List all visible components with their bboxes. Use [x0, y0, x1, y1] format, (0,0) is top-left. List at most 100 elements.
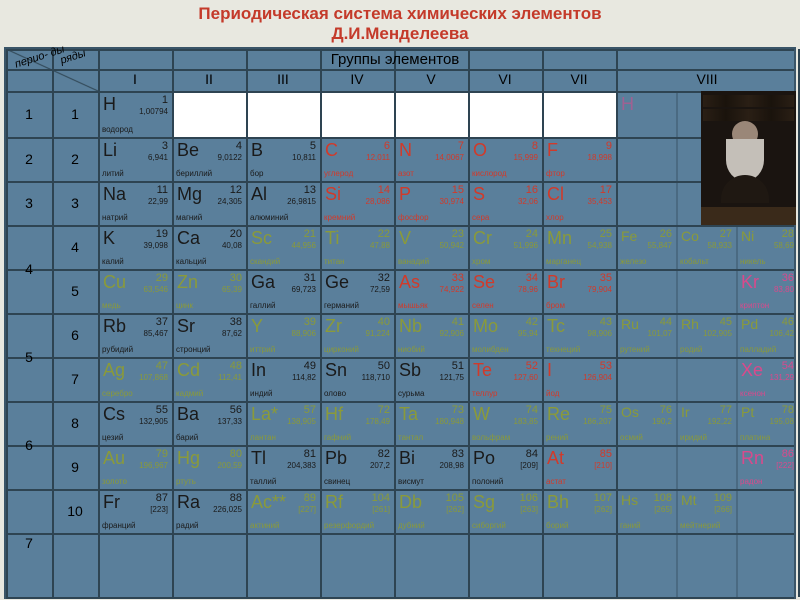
- element-symbol: At: [547, 449, 564, 467]
- element-symbol: Cl: [547, 185, 564, 203]
- element-symbol: Ti: [325, 229, 339, 247]
- element-mass: 112,41: [218, 374, 242, 382]
- element-symbol: Ta: [399, 405, 418, 423]
- element-name: водород: [102, 126, 133, 134]
- element-cell: C 6 12,011 углерод: [321, 138, 393, 180]
- element-number: 3: [162, 141, 168, 152]
- element-mass: 28,086: [366, 198, 390, 206]
- element-symbol: Te: [473, 361, 492, 379]
- element-number: 39: [304, 317, 316, 328]
- element-number: 13: [304, 185, 316, 196]
- element-mass: 1,00794: [139, 108, 168, 116]
- element-name: алюминий: [250, 214, 288, 222]
- element-symbol: Rb: [103, 317, 126, 335]
- element-cell: Kr 36 83,80 криптон: [737, 270, 797, 312]
- element-cell: Bh 107 [262] борий: [543, 490, 615, 532]
- element-symbol: Ir: [681, 405, 690, 419]
- element-symbol: Rn: [741, 449, 764, 467]
- element-number: 47: [156, 361, 168, 372]
- element-symbol: Rf: [325, 493, 343, 511]
- element-name: таллий: [250, 478, 276, 486]
- element-name: радон: [740, 478, 762, 486]
- element-name: медь: [102, 302, 121, 310]
- element-name: полоний: [472, 478, 503, 486]
- element-mass: 92,906: [440, 330, 464, 338]
- element-cell: F 9 18,998 фтор: [543, 138, 615, 180]
- element-cell: Bi 83 208,98 висмут: [395, 446, 467, 488]
- element-cell: Xe 54 131,29 ксенон: [737, 358, 797, 400]
- element-name: сиборгий: [472, 522, 506, 530]
- element-number: 45: [720, 317, 732, 328]
- element-number: 43: [600, 317, 612, 328]
- element-number: 53: [600, 361, 612, 372]
- element-name: хлор: [546, 214, 564, 222]
- element-cell: Rn 86 [222] радон: [737, 446, 797, 488]
- element-cell: Hf 72 178,49 гафний: [321, 402, 393, 444]
- element-name: резерфордий: [324, 522, 374, 530]
- element-name: ванадий: [398, 258, 429, 266]
- element-number: 34: [526, 273, 538, 284]
- element-cell: Si 14 28,086 кремний: [321, 182, 393, 224]
- element-mass: 126,904: [583, 374, 612, 382]
- element-name: ганий: [620, 522, 641, 530]
- period-number: 5: [6, 349, 52, 365]
- element-mass: 79,904: [588, 286, 612, 294]
- element-mass: 40,08: [222, 242, 242, 250]
- element-cell: Cu 29 63,546 медь: [99, 270, 171, 312]
- element-number: 84: [526, 449, 538, 460]
- element-symbol: Tc: [547, 317, 565, 335]
- element-symbol: Re: [547, 405, 570, 423]
- element-mass: 26,9815: [287, 198, 316, 206]
- element-symbol: Pb: [325, 449, 347, 467]
- element-cell: Au 79 196,967 золото: [99, 446, 171, 488]
- element-mass: 69,723: [292, 286, 316, 294]
- row-number: 10: [52, 503, 98, 519]
- element-symbol: Br: [547, 273, 565, 291]
- element-cell: As 33 74,922 мышьяк: [395, 270, 467, 312]
- element-symbol: Al: [251, 185, 267, 203]
- element-mass: 9,0122: [218, 154, 242, 162]
- element-name: скандий: [250, 258, 280, 266]
- element-symbol: Au: [103, 449, 125, 467]
- element-cell: Zr 40 91,224 цирконий: [321, 314, 393, 356]
- periodic-table: Группы элементов перио- ды ряды IIIIIIIV…: [4, 47, 796, 599]
- element-mass: 137,33: [218, 418, 242, 426]
- element-number: 81: [304, 449, 316, 460]
- row-number: 4: [52, 239, 98, 255]
- element-mass: 127,60: [514, 374, 538, 382]
- element-number: 20: [230, 229, 242, 240]
- group-label: IV: [320, 71, 394, 87]
- element-mass: [262]: [446, 506, 464, 514]
- element-symbol: As: [399, 273, 420, 291]
- element-cell: Li 3 6,941 литий: [99, 138, 171, 180]
- title-line2: Д.И.Менделеева: [331, 24, 468, 43]
- element-symbol: Sb: [399, 361, 421, 379]
- element-mass: 15,999: [514, 154, 538, 162]
- element-number: 46: [782, 317, 794, 328]
- row-number: 8: [52, 415, 98, 431]
- element-number: 25: [600, 229, 612, 240]
- element-symbol: Nb: [399, 317, 422, 335]
- element-symbol: V: [399, 229, 411, 247]
- element-name: радий: [176, 522, 199, 530]
- element-mass: 78,96: [518, 286, 538, 294]
- group-label: II: [172, 71, 246, 87]
- element-number: 72: [378, 405, 390, 416]
- element-cell: K 19 39,098 калий: [99, 226, 171, 268]
- element-number: 105: [446, 493, 464, 504]
- element-cell: Ga 31 69,723 галлий: [247, 270, 319, 312]
- element-number: 74: [526, 405, 538, 416]
- element-symbol: W: [473, 405, 490, 423]
- element-mass: 58,69: [774, 242, 794, 250]
- element-cell: Sg 106 [263] сиборгий: [469, 490, 541, 532]
- element-mass: 107,868: [139, 374, 168, 382]
- mendeleev-portrait: [701, 91, 796, 225]
- element-symbol: Na: [103, 185, 126, 203]
- page-title: Периодическая система химических элемент…: [0, 0, 800, 47]
- element-symbol: Hs: [621, 493, 638, 507]
- element-mass: 14,0067: [435, 154, 464, 162]
- element-mass: 106,42: [770, 330, 794, 338]
- element-mass: 183,85: [514, 418, 538, 426]
- element-number: 57: [304, 405, 316, 416]
- element-mass: 88,906: [292, 330, 316, 338]
